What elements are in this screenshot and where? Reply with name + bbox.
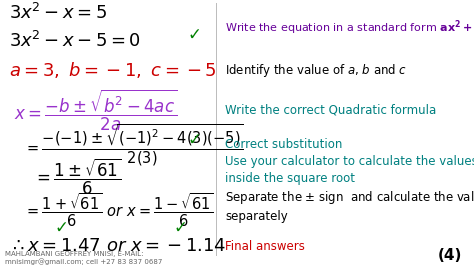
Text: MAHLAMBANI GEOFFREY MNISI, E-MAIL:
mnisimgr@gmail.com; cell +27 83 837 0687: MAHLAMBANI GEOFFREY MNISI, E-MAIL: mnisi…: [5, 251, 162, 265]
Text: ✓: ✓: [187, 26, 201, 44]
Text: $= \dfrac{1 \pm \sqrt{61}}{6}$: $= \dfrac{1 \pm \sqrt{61}}{6}$: [33, 157, 121, 197]
Text: Correct substitution: Correct substitution: [225, 139, 343, 151]
Text: Identify the value of $\mathit{a}$, $\mathit{b}$ and $\mathit{c}$: Identify the value of $\mathit{a}$, $\ma…: [225, 62, 407, 79]
Text: (4): (4): [438, 248, 462, 263]
Text: $3x^2 - x - 5 = 0$: $3x^2 - x - 5 = 0$: [9, 31, 141, 51]
Text: Separate the $\pm$ sign  and calculate the values
separately: Separate the $\pm$ sign and calculate th…: [225, 189, 474, 223]
Text: ✓: ✓: [187, 131, 201, 149]
Text: Write the correct Quadratic formula: Write the correct Quadratic formula: [225, 104, 437, 117]
Text: Final answers: Final answers: [225, 240, 305, 252]
Text: $x = \dfrac{-b \pm \sqrt{b^2 - 4ac}}{2a}$: $x = \dfrac{-b \pm \sqrt{b^2 - 4ac}}{2a}…: [14, 88, 177, 133]
Text: Write the equation in a standard form $\mathbf{ax^2 + bx + c = 0}$: Write the equation in a standard form $\…: [225, 19, 474, 37]
Text: $= \dfrac{-(-1) \pm \sqrt{(-1)^2 - 4(3)(-5)}}{2(3)}$: $= \dfrac{-(-1) \pm \sqrt{(-1)^2 - 4(3)(…: [24, 122, 243, 168]
Text: $a = 3,\ b = -1,\ c = -5$: $a = 3,\ b = -1,\ c = -5$: [9, 60, 217, 81]
Text: ✓: ✓: [173, 218, 187, 236]
Text: $\therefore x = 1.47\ \mathit{or}\ x = -1.14$: $\therefore x = 1.47\ \mathit{or}\ x = -…: [9, 237, 227, 255]
Text: $= \dfrac{1 + \sqrt{61}}{6}\ \mathit{or}\ x = \dfrac{1 - \sqrt{61}}{6}$: $= \dfrac{1 + \sqrt{61}}{6}\ \mathit{or}…: [24, 192, 213, 229]
Text: Use your calculator to calculate the values
inside the square root: Use your calculator to calculate the val…: [225, 155, 474, 185]
Text: $3x^2 - x = 5$: $3x^2 - x = 5$: [9, 3, 108, 23]
Text: ✓: ✓: [55, 218, 68, 236]
